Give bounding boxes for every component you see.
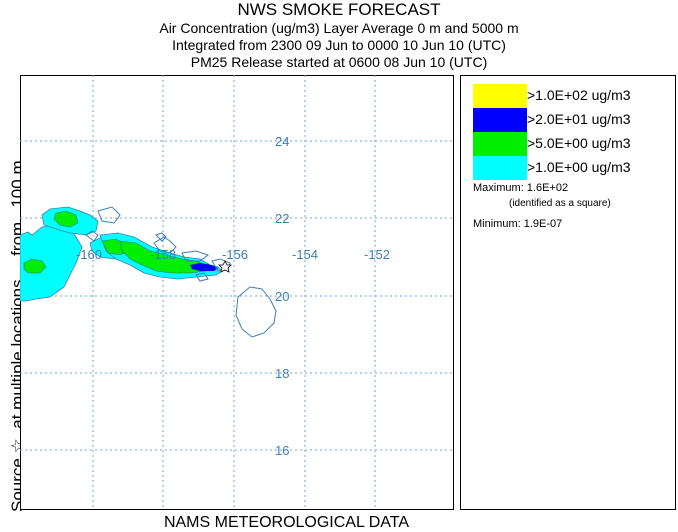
graticule	[20, 75, 454, 510]
legend-entry: >1.0E+02 ug/m3	[473, 84, 673, 108]
legend-entry: >5.0E+00 ug/m3	[473, 132, 673, 156]
forecast-title: NWS SMOKE FORECAST	[237, 0, 441, 19]
met-data-label: NAMS METEOROLOGICAL DATA	[163, 514, 410, 531]
lon-label: -156	[222, 247, 248, 262]
lat-label: 22	[275, 211, 289, 226]
lon-label: -152	[364, 247, 390, 262]
integration-period: Integrated from 2300 09 Jun to 0000 10 J…	[172, 37, 506, 53]
legend-panel: >1.0E+02 ug/m3 >2.0E+01 ug/m3 >5.0E+00 u…	[460, 75, 676, 510]
legend-entry: >1.0E+00 ug/m3	[473, 156, 673, 180]
lat-label: 18	[275, 366, 289, 381]
legend-swatch-blue	[473, 108, 527, 132]
lon-label: -160	[76, 247, 102, 262]
legend-minimum: Minimum: 1.9E-07	[473, 218, 563, 230]
coast-lanai	[195, 272, 209, 282]
coast-oahu-north	[155, 232, 167, 242]
legend-maximum-note: (identified as a square)	[509, 198, 611, 209]
coast-niihau	[85, 230, 99, 242]
legend-swatch-green	[473, 132, 527, 156]
smoke-map: 24 22 20 18 16 -160 -158 -156 -154 -152	[20, 75, 454, 510]
map-frame	[20, 75, 454, 510]
legend-label: >2.0E+01 ug/m3	[527, 111, 631, 127]
lat-label: 24	[275, 134, 289, 149]
legend-maximum: Maximum: 1.6E+02	[473, 182, 569, 194]
lon-label: -154	[292, 247, 318, 262]
legend-swatch-cyan	[473, 156, 527, 180]
legend-label: >1.0E+02 ug/m3	[527, 87, 631, 103]
legend-label: >5.0E+00 ug/m3	[527, 135, 631, 151]
coast-kauai	[97, 206, 121, 224]
plume-green-west	[23, 258, 47, 274]
coast-big-island	[235, 286, 277, 338]
plume-green-kauai	[53, 210, 79, 228]
plume-west	[20, 224, 83, 302]
plume-level-3	[190, 263, 218, 271]
coast-molokai	[181, 250, 210, 262]
coast-oahu	[153, 236, 177, 254]
concentration-subtitle: Air Concentration (ug/m3) Layer Average …	[159, 20, 519, 36]
release-info: PM25 Release started at 0600 08 Jun 10 (…	[190, 54, 488, 70]
source-star-icon	[218, 260, 232, 273]
lat-label: 16	[275, 443, 289, 458]
plume-level-2	[23, 210, 207, 274]
lat-label: 20	[275, 289, 289, 304]
legend-swatch-yellow	[473, 84, 527, 108]
plume-blue-core	[190, 263, 218, 271]
legend-label: >1.0E+00 ug/m3	[527, 159, 631, 175]
lon-label: -158	[150, 247, 176, 262]
legend-entry: >2.0E+01 ug/m3	[473, 108, 673, 132]
